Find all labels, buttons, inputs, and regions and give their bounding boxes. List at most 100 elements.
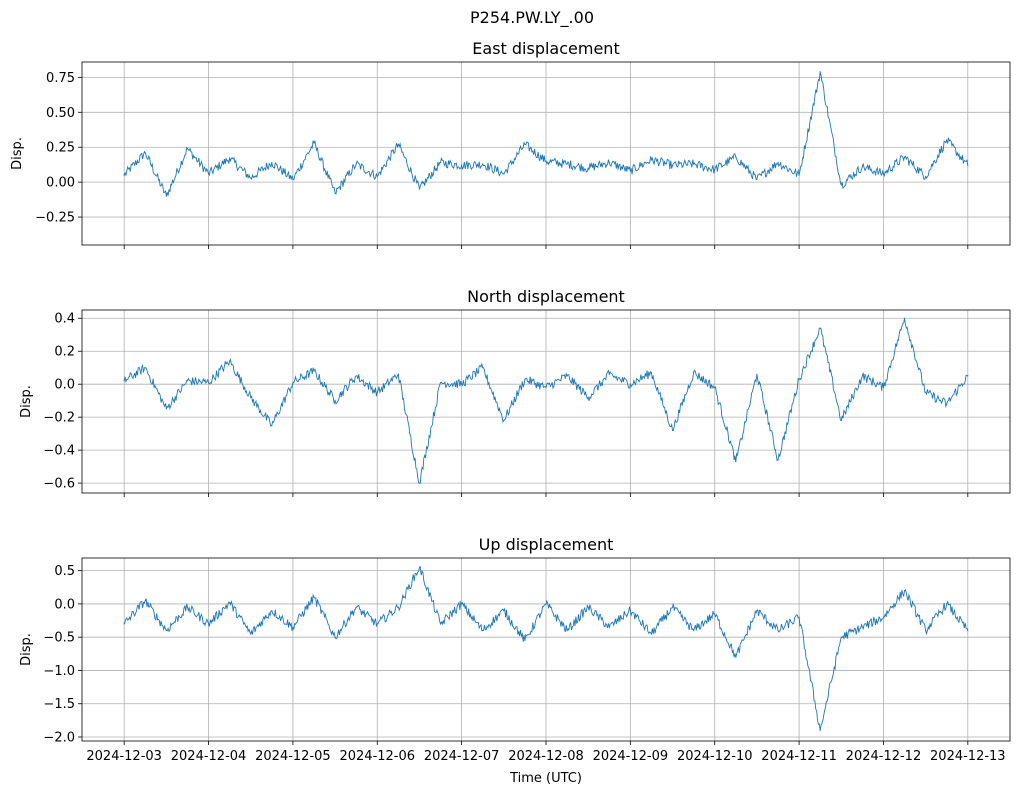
data-point [798,378,800,380]
x-tick-label: 2024-12-06 [339,749,415,764]
data-point [967,629,969,632]
data-point [798,174,800,176]
x-tick-label: 2024-12-08 [508,749,584,764]
figure-title: P254.PW.LY_.00 [470,8,594,28]
data-point [671,429,674,431]
data-point [608,626,610,628]
data-point [376,391,378,394]
panel-1: −0.25 0.00 0.25 0.50 0.75 East displacement Di… [10,39,1011,249]
y-tick-label: 0.75 [46,71,75,86]
data-point [925,391,927,394]
data-point [671,606,674,608]
data-point [756,178,758,180]
y-tick-label: −1.5 [43,697,75,712]
data-point [461,603,463,605]
data-point [777,161,779,164]
data-point [587,606,589,608]
data-point [903,317,906,319]
data-point [334,400,336,402]
x-tick-label: 2024-12-11 [761,749,837,764]
data-point [608,373,610,375]
data-point [524,143,526,146]
data-point [714,386,716,389]
data-point [693,629,695,632]
data-point [207,381,210,384]
panel-3: 2024-12-03 2024-12-04 2024-12-05 2024-12-06… [19,535,1011,764]
data-point [840,184,842,186]
x-tick-label: 2024-12-09 [593,749,669,764]
data-point [482,163,484,165]
data-point [861,166,863,168]
panels: −0.25 0.00 0.25 0.50 0.75 East displacement Di… [10,39,1011,764]
data-point [250,177,252,179]
data-point [756,373,758,375]
data-point [271,609,273,612]
data-point [292,626,294,628]
data-point [165,408,167,410]
data-point [946,403,948,405]
data-point [355,163,357,165]
data-point [650,159,653,161]
data-point [798,616,800,618]
data-point [861,626,863,628]
data-point [292,381,294,384]
data-point [439,381,442,384]
y-tick-label: −0.4 [43,444,75,459]
data-point [397,373,399,375]
x-tick-label: 2024-12-10 [677,749,753,764]
data-point [439,161,442,164]
data-point [819,71,821,73]
data-point [925,175,927,178]
data-point [313,596,315,598]
data-point [186,380,189,382]
y-axis-label: Disp. [10,137,25,170]
y-tick-label: 0.2 [54,345,75,360]
data-point [545,386,547,389]
data-point [882,616,885,618]
data-point [693,372,695,374]
data-point [566,163,568,165]
data-point [144,152,146,154]
data-point [503,609,505,612]
plot-frame [81,61,1011,246]
y-tick-label: −1.0 [43,664,75,679]
y-tick-label: 0.5 [54,564,75,579]
data-point [418,566,421,568]
data-point [714,168,716,171]
data-point [229,601,231,604]
data-point [165,629,167,632]
data-point [292,178,294,180]
data-point [882,173,885,175]
data-point [545,160,547,162]
data-point [144,367,146,369]
data-point [271,424,273,427]
data-point [946,603,948,605]
data-point [735,656,737,658]
data-point [735,156,737,158]
data-point [503,419,505,422]
data-point [355,606,357,608]
data-point [946,139,948,141]
data-point [566,629,568,632]
y-tick-label: 0.0 [54,378,75,393]
data-point [376,623,378,625]
data-point [271,161,273,164]
data-point [629,609,631,612]
data-point [418,188,421,190]
data-point [313,142,315,144]
data-point [397,606,399,608]
data-point [165,195,167,197]
panel-title: North displacement [467,287,625,306]
x-tick-label: 2024-12-07 [424,749,500,764]
data-point [587,167,589,169]
data-point [903,156,906,158]
data-point [629,170,631,172]
data-point [461,164,463,166]
y-axis-label: Disp. [19,385,34,418]
panel-title: Up displacement [479,535,614,554]
data-point [186,148,189,150]
data-point [777,459,779,461]
data-point [123,623,125,625]
data-point [482,367,484,369]
data-point [439,623,442,625]
